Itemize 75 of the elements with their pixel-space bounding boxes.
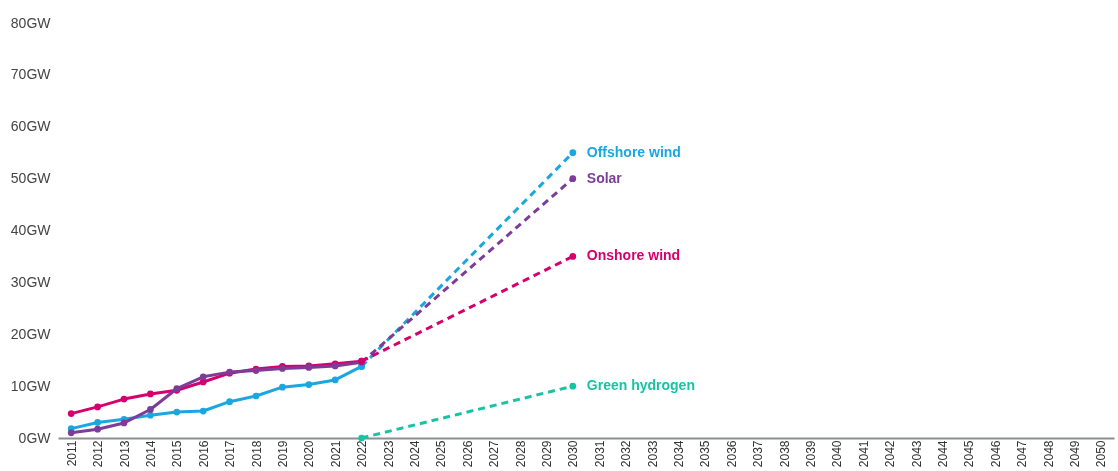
- point: [67, 410, 75, 417]
- point: [120, 395, 128, 403]
- x-tick-label: 2047: [1015, 440, 1030, 468]
- x-tick-label: 2020: [302, 440, 317, 468]
- x-tick-label: 2034: [671, 440, 686, 468]
- x-tick-label: 2049: [1067, 440, 1082, 468]
- x-tick-label: 2040: [830, 440, 845, 468]
- x-tick-label: 2046: [988, 440, 1003, 468]
- x-tick-label: 2025: [434, 440, 449, 468]
- x-tick-label: 2019: [275, 440, 290, 468]
- x-tick-label: 2035: [698, 440, 713, 468]
- x-tick-label: 2031: [592, 440, 607, 468]
- x-tick-label: 2030: [566, 440, 581, 468]
- point: [147, 411, 154, 419]
- series-label: Solar: [586, 169, 623, 186]
- series-label: Onshore wind: [586, 247, 681, 264]
- y-tick-label: 50GW: [10, 170, 52, 187]
- point: [569, 253, 577, 260]
- y-tick-label: 60GW: [10, 118, 52, 135]
- x-tick-label: 2041: [856, 440, 871, 468]
- y-tick-label: 40GW: [10, 222, 52, 238]
- x-tick-label: 2044: [935, 440, 950, 468]
- point: [173, 408, 181, 416]
- x-tick-label: 2043: [909, 440, 924, 468]
- x-tick-label: 2013: [117, 440, 132, 468]
- x-tick-label: 2023: [381, 440, 396, 468]
- point: [226, 398, 233, 406]
- y-tick-label: 80GW: [10, 14, 52, 31]
- y-tick-label: 70GW: [10, 66, 52, 83]
- x-tick-label: 2036: [724, 440, 739, 468]
- point: [67, 429, 75, 437]
- x-tick-label: 2024: [407, 440, 422, 468]
- x-tick-label: 2012: [91, 440, 106, 468]
- x-tick-label: 2042: [883, 440, 898, 468]
- point: [147, 406, 154, 413]
- point: [94, 419, 101, 426]
- point: [94, 403, 101, 411]
- point: [331, 376, 339, 384]
- x-tick-label: 2027: [487, 440, 502, 468]
- x-tick-label: 2022: [355, 440, 370, 468]
- x-tick-label: 2045: [962, 440, 977, 468]
- x-tick-label: 2021: [328, 440, 343, 468]
- x-tick-label: 2048: [1041, 440, 1056, 468]
- x-tick-label: 2011: [64, 440, 79, 467]
- x-tick-label: 2016: [196, 440, 211, 468]
- x-tick-label: 2014: [143, 440, 158, 468]
- x-tick-label: 2029: [539, 440, 554, 468]
- series-label: Green hydrogen: [586, 377, 695, 394]
- point: [569, 149, 577, 157]
- point: [569, 382, 577, 390]
- x-tick-label: 2037: [751, 440, 766, 468]
- y-tick-label: 30GW: [10, 273, 52, 290]
- x-tick-label: 2039: [803, 440, 818, 468]
- point: [120, 419, 128, 427]
- point: [305, 381, 313, 388]
- x-tick-label: 2018: [249, 440, 264, 468]
- y-tick-label: 10GW: [10, 377, 52, 394]
- point: [199, 407, 207, 415]
- x-tick-label: 2032: [619, 440, 634, 468]
- point: [252, 392, 260, 400]
- x-tick-label: 2028: [513, 440, 528, 468]
- x-tick-label: 2026: [460, 440, 475, 468]
- point: [279, 383, 286, 391]
- y-tick-label: 20GW: [10, 325, 52, 342]
- point: [147, 390, 154, 398]
- y-tick-label: 0GW: [18, 429, 52, 446]
- x-tick-label: 2038: [777, 440, 792, 468]
- x-tick-label: 2015: [170, 440, 185, 468]
- point: [569, 175, 577, 182]
- x-tick-label: 2017: [223, 440, 238, 468]
- x-tick-label: 2050: [1094, 440, 1109, 468]
- series-label: Offshore wind: [586, 143, 681, 160]
- point: [199, 373, 207, 381]
- point: [94, 425, 101, 433]
- x-tick-label: 2033: [645, 440, 660, 468]
